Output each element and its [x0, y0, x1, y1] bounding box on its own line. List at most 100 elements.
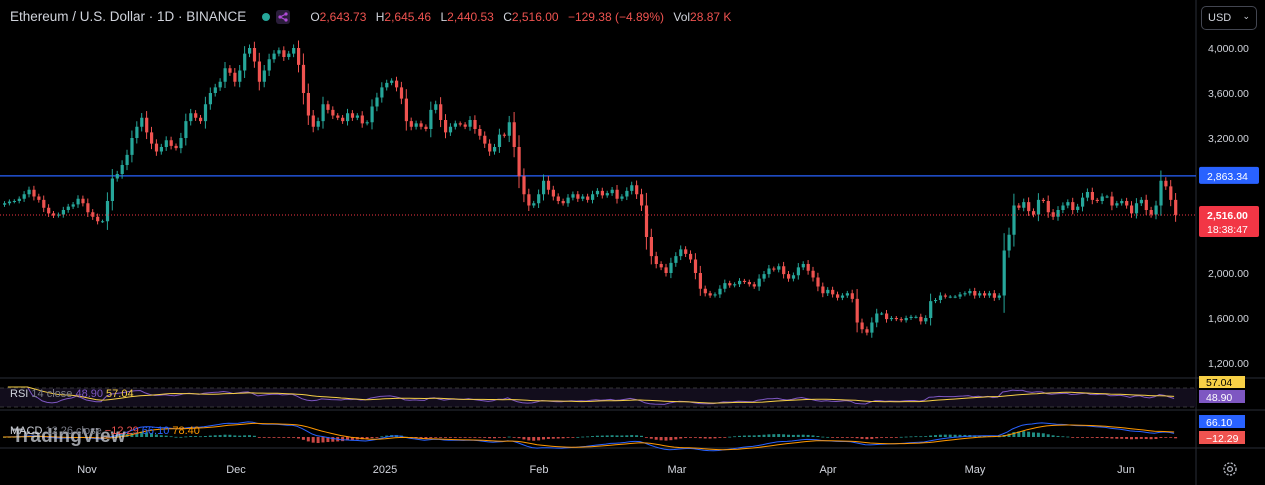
symbol-title[interactable]: Ethereum / U.S. Dollar · 1D · BINANCE [10, 9, 247, 24]
candle-body [517, 147, 521, 177]
currency-select[interactable]: USD ⌄ [1201, 6, 1257, 30]
candle-body [1041, 199, 1045, 201]
candle-body [938, 295, 943, 300]
candle-body [360, 115, 364, 124]
candle [1017, 203, 1021, 211]
candle [1056, 206, 1060, 221]
candle-body [738, 280, 742, 285]
candle-body [1066, 202, 1070, 206]
candle-body [934, 300, 938, 302]
macd-histogram-bar [791, 434, 795, 437]
candle [605, 190, 609, 198]
macd-histogram-bar [199, 436, 202, 438]
macd-histogram-bar [306, 437, 310, 442]
candle [532, 200, 536, 208]
candle-body [674, 256, 678, 263]
macd-histogram-bar [983, 435, 986, 437]
candle-body [159, 147, 163, 152]
candle [120, 160, 124, 179]
candle [257, 52, 261, 91]
macd-histogram-bar [929, 435, 933, 437]
high-value: 2,645.46 [384, 9, 432, 24]
candle [929, 293, 933, 326]
flow-icon[interactable] [276, 9, 291, 24]
macd-histogram-bar [542, 437, 545, 440]
macd-histogram-bar [1066, 436, 1070, 438]
macd-histogram-bar [512, 437, 516, 438]
candle [904, 315, 908, 323]
macd-histogram-bar [292, 437, 296, 438]
macd-histogram-bar [654, 437, 658, 440]
candle [762, 270, 766, 282]
candle-body [272, 53, 276, 60]
macd-histogram-bar [483, 437, 487, 438]
macd-legend[interactable]: MACD 12 26 close −12.29 66.10 78.40 [10, 425, 200, 437]
candle [806, 260, 810, 275]
candle [791, 272, 796, 282]
candle-body [380, 87, 384, 98]
candle-body [796, 267, 800, 276]
candle [899, 317, 903, 323]
ohlc-values: O2,643.73 H2,645.46 L2,440.53 C2,516.00 … [304, 10, 731, 24]
candle-body [777, 266, 781, 270]
candle [1159, 170, 1163, 216]
rsi-legend[interactable]: RSI 14 close 48.90 57.04 [10, 388, 134, 400]
candle-body [963, 293, 967, 295]
currency-label: USD [1208, 12, 1232, 24]
macd-histogram-bar [233, 435, 237, 437]
macd-histogram-bar [958, 434, 962, 437]
macd-histogram-bar [243, 435, 247, 437]
candle [948, 295, 952, 299]
market-status-icon [262, 12, 271, 21]
macd-histogram-bar [1154, 437, 1158, 439]
candle [17, 196, 21, 204]
candle [1061, 202, 1065, 214]
candle-body [1076, 206, 1080, 210]
candle [483, 131, 487, 148]
candle [184, 113, 188, 146]
countdown-label: 18:38:47 [1207, 224, 1248, 236]
gear-icon[interactable] [1221, 460, 1239, 478]
macd-histogram-bar [620, 435, 624, 437]
candle-body [1017, 205, 1021, 208]
candle-body [752, 284, 756, 287]
macd-histogram-bar [1081, 437, 1084, 438]
candle [194, 110, 198, 121]
macd-histogram-bar [350, 437, 354, 441]
candle-body [17, 198, 21, 201]
macd-histogram-bar [1061, 436, 1065, 438]
macd-histogram-bar [316, 437, 320, 444]
macd-histogram-bar [909, 436, 913, 438]
y-tick-label: 4,000.00 [1208, 43, 1249, 55]
macd-histogram-bar [179, 436, 183, 438]
candle [669, 257, 673, 279]
candle [154, 139, 159, 156]
candle [22, 191, 26, 202]
macd-histogram-bar [836, 437, 839, 438]
horizontal-line[interactable]: 2,863.34 [0, 166, 1259, 184]
macd-histogram-bar [154, 434, 158, 437]
candle-body [105, 201, 110, 222]
candle-body [889, 318, 894, 320]
candle-body [987, 293, 992, 296]
macd-histogram-bar [600, 435, 604, 437]
candle-body [1154, 205, 1158, 215]
candle [963, 291, 967, 297]
candle-body [267, 59, 271, 71]
candle [742, 278, 747, 284]
candle-body [145, 117, 149, 133]
candle [546, 176, 551, 195]
candle [1110, 191, 1114, 211]
candle-body [595, 190, 600, 195]
macd-histogram-bar [674, 437, 678, 440]
candle [277, 47, 281, 57]
macd-histogram-bar [669, 437, 673, 441]
macd-histogram-bar [488, 437, 492, 439]
volume-value: 28.87 K [690, 9, 732, 24]
tradingview-watermark: TradingView [12, 426, 126, 447]
macd-histogram-bar [522, 437, 526, 440]
candle-body [404, 98, 408, 122]
candle [1007, 227, 1011, 258]
candle-body [1071, 202, 1075, 210]
